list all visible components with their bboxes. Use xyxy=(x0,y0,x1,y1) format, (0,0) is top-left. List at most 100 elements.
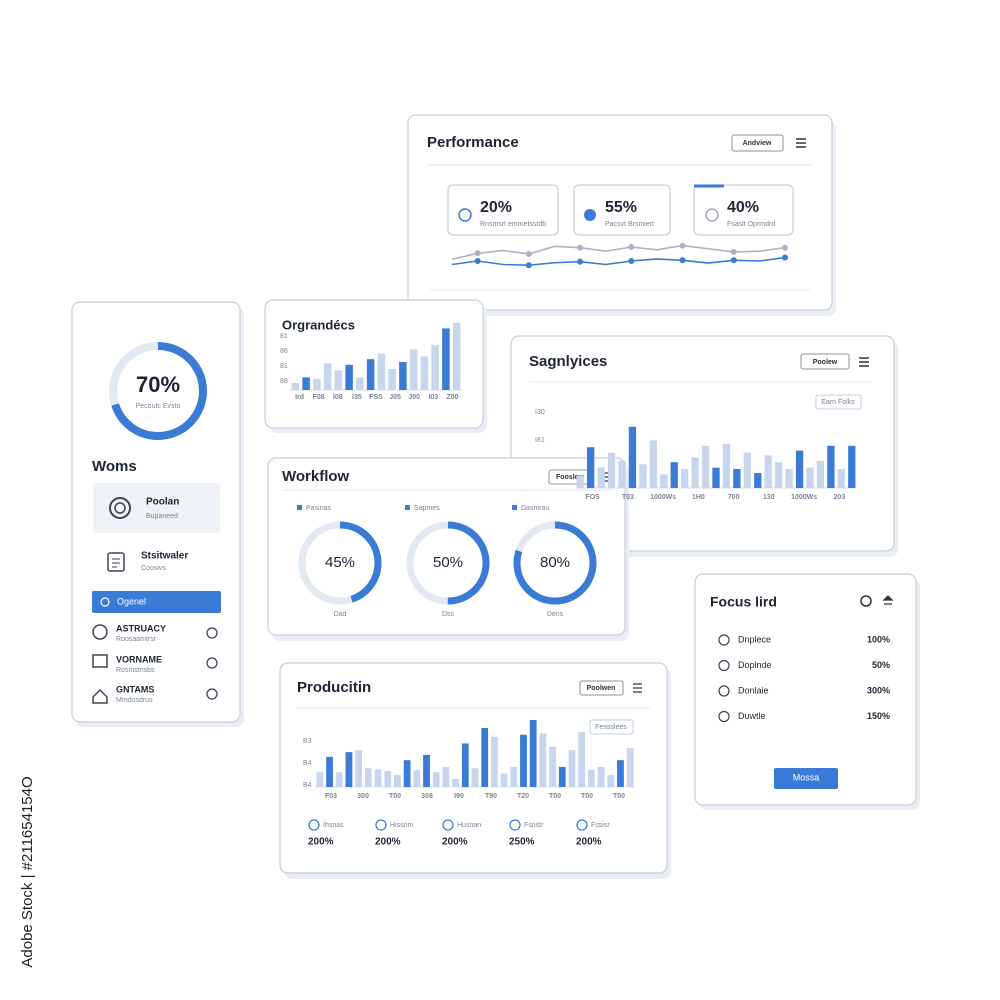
row-name: Donlaie xyxy=(738,685,769,695)
point xyxy=(577,244,584,251)
button[interactable] xyxy=(731,134,784,152)
bar xyxy=(409,349,418,390)
item-name[interactable]: Stsitwaler xyxy=(141,551,188,562)
tag-label[interactable]: Fessslees xyxy=(595,724,627,731)
bar xyxy=(701,445,710,488)
refresh-icon[interactable] xyxy=(860,595,872,607)
point xyxy=(782,254,788,261)
list-sub[interactable]: Roosaamtrsr xyxy=(116,636,157,643)
title: Orgrandécs xyxy=(282,317,355,332)
bar xyxy=(549,746,556,787)
bar xyxy=(558,766,566,787)
legend-swatch xyxy=(512,505,517,510)
legend-label: Sapmes xyxy=(414,505,440,512)
row-value: 100% xyxy=(867,634,890,644)
x-tick-label: 700 xyxy=(728,494,740,501)
button[interactable] xyxy=(774,768,838,789)
tag[interactable] xyxy=(815,394,862,410)
button[interactable] xyxy=(800,353,850,370)
list-name[interactable]: GNTAMS xyxy=(116,684,154,694)
bar xyxy=(816,460,825,488)
bar xyxy=(795,450,804,488)
bar xyxy=(461,743,469,787)
tag[interactable] xyxy=(589,719,634,735)
item-selected[interactable] xyxy=(93,483,220,533)
bar xyxy=(578,732,586,787)
point xyxy=(474,258,481,264)
button-label[interactable]: Fooslew xyxy=(556,474,585,481)
menu-icon[interactable] xyxy=(859,357,869,367)
row-icon xyxy=(718,634,730,646)
item-sub[interactable]: Coosivs xyxy=(141,565,166,572)
bar xyxy=(806,467,814,488)
point xyxy=(679,257,686,264)
x-tick-label: 1H0 xyxy=(692,494,705,501)
bar xyxy=(568,750,576,787)
production-card xyxy=(279,662,668,874)
title: Workflow xyxy=(282,468,350,485)
button-label[interactable]: Mossa xyxy=(793,772,820,782)
item-name[interactable]: Poolan xyxy=(146,497,179,508)
button-label[interactable]: Andview xyxy=(743,140,772,147)
row-icon xyxy=(718,659,730,672)
x-tick-label: 203 xyxy=(834,494,846,501)
donut-caption: Dens xyxy=(547,611,564,618)
title: Focus lird xyxy=(710,594,777,610)
point xyxy=(577,258,584,265)
button-label[interactable]: Ogenel xyxy=(117,596,146,606)
stat-value: 20% xyxy=(480,199,512,216)
x-tick-label: Ird xyxy=(295,394,304,401)
x-tick-label: l08 xyxy=(333,394,343,401)
watermark: Adobe Stock | #211654154O xyxy=(19,776,36,967)
workflow-card xyxy=(267,457,626,636)
bar xyxy=(837,468,845,488)
x-tick-label: F03 xyxy=(325,793,337,800)
y-tick-label: I30 xyxy=(535,409,545,416)
button-label[interactable]: Poolwen xyxy=(587,685,616,692)
button-label[interactable]: Poolew xyxy=(813,359,838,366)
donut-label: 70% xyxy=(136,372,180,397)
y-tick-label: B3 xyxy=(303,738,312,745)
item-sub[interactable]: Bupaneed xyxy=(146,513,178,520)
stat-caption: Pacsvt Brsmiert xyxy=(605,221,654,228)
list-sub[interactable]: Mmdosdrus xyxy=(116,697,153,704)
bar xyxy=(356,377,364,390)
x-tick-label: FSS xyxy=(369,394,383,401)
bar xyxy=(413,770,421,787)
bar xyxy=(649,440,657,488)
title: Performance xyxy=(427,134,519,151)
bar xyxy=(539,733,547,787)
point xyxy=(782,244,788,251)
stat-value: 250% xyxy=(509,837,535,848)
bar xyxy=(712,467,720,488)
bar xyxy=(442,328,450,390)
row-name: Dnplece xyxy=(738,634,771,644)
list-name[interactable]: VORNAME xyxy=(116,654,162,664)
bar xyxy=(775,462,783,488)
bar xyxy=(639,464,647,488)
menu-icon[interactable] xyxy=(633,683,642,693)
list-sub[interactable]: Rosmstnsbs xyxy=(116,667,155,674)
row-value: 150% xyxy=(867,711,890,721)
row-value: 50% xyxy=(872,660,890,670)
row-value: 300% xyxy=(867,685,890,695)
y-tick-label: 88 xyxy=(280,378,288,385)
sort-icon[interactable] xyxy=(882,595,894,605)
focus-card xyxy=(694,573,917,806)
x-tick-label: T90 xyxy=(485,793,497,800)
donut-label: 80% xyxy=(540,554,570,571)
stat-caption: Fsaslt Oprmdrd xyxy=(727,221,775,228)
bar xyxy=(366,359,375,390)
button[interactable] xyxy=(579,680,624,696)
point xyxy=(730,248,737,255)
y-tick-label: B4 xyxy=(303,782,312,789)
list-name[interactable]: ASTRUACY xyxy=(116,623,166,633)
bar xyxy=(491,736,498,787)
button[interactable] xyxy=(92,591,221,613)
x-tick-label: 308 xyxy=(421,793,433,800)
menu-icon[interactable] xyxy=(796,138,806,148)
stat-icon xyxy=(442,819,454,831)
point xyxy=(679,242,686,249)
stat-value: 40% xyxy=(727,199,759,216)
tag-label[interactable]: Earn Folks xyxy=(821,399,855,406)
